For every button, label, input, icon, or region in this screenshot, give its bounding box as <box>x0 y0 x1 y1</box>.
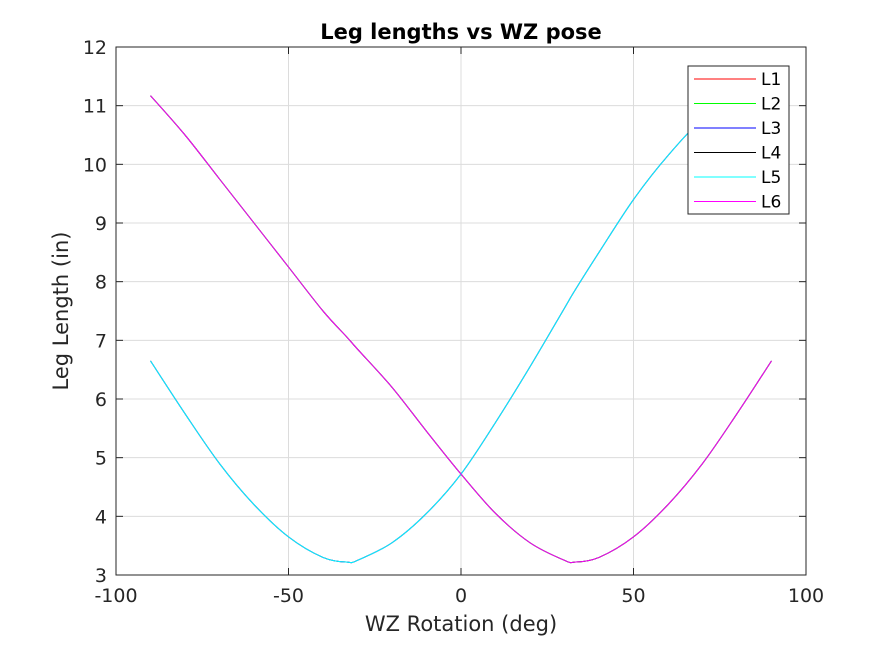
x-axis-label: WZ Rotation (deg) <box>365 612 557 636</box>
tick-marks <box>115 46 807 576</box>
series-group <box>150 95 772 564</box>
x-tick-label: 0 <box>455 585 467 607</box>
x-tick-label: 50 <box>621 585 645 607</box>
legend-items: L1 L2 L3 L4 L5 L6 <box>694 70 781 213</box>
legend: L1 L2 L3 L4 L5 L6 <box>687 65 790 215</box>
y-tick-label: 11 <box>83 96 107 118</box>
y-tick-label: 4 <box>95 506 107 528</box>
legend-label-l4: L4 <box>761 144 781 164</box>
legend-label-l1: L1 <box>761 70 781 90</box>
y-tick-label: 3 <box>95 565 107 587</box>
y-tick-label: 7 <box>95 330 107 352</box>
x-tick-label: 100 <box>788 585 824 607</box>
x-tick-label: -50 <box>273 585 304 607</box>
y-tick-label: 6 <box>95 389 107 411</box>
legend-label-l5: L5 <box>761 168 781 188</box>
y-tick-label: 10 <box>83 154 107 176</box>
y-axis-label: Leg Length (in) <box>49 232 73 391</box>
y-tick-label: 12 <box>83 37 107 59</box>
x-tick-label: -100 <box>94 585 137 607</box>
series-line-l6 <box>150 95 772 564</box>
legend-box <box>687 65 790 215</box>
legend-label-l2: L2 <box>761 95 781 115</box>
tick-labels: -100 -50 0 50 100 3 4 5 6 7 8 9 10 11 12 <box>83 37 824 607</box>
legend-label-l3: L3 <box>761 119 781 139</box>
y-tick-label: 5 <box>95 448 107 470</box>
legend-label-l6: L6 <box>761 193 781 213</box>
chart-title: Leg lengths vs WZ pose <box>320 20 602 44</box>
y-tick-label: 9 <box>95 213 107 235</box>
y-tick-label: 8 <box>95 272 107 294</box>
